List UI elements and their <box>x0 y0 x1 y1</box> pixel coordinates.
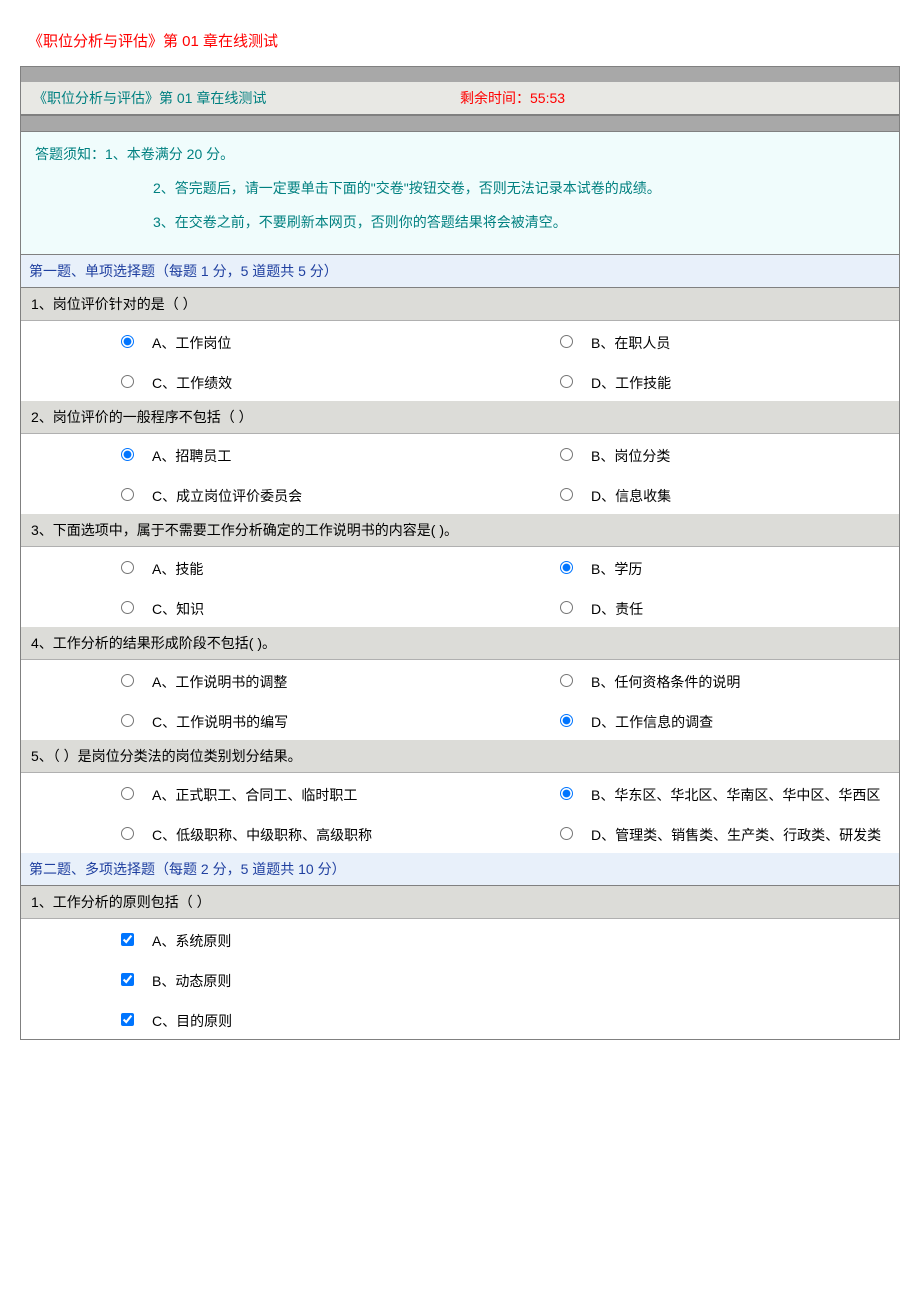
option-label: B、华东区、华北区、华南区、华中区、华西区 <box>591 781 880 805</box>
instruction-line: 2、答完题后，请一定要单击下面的"交卷"按钮交卷，否则无法记录本试卷的成绩。 <box>35 178 885 198</box>
option-label: A、技能 <box>152 555 203 579</box>
page-title: 《职位分析与评估》第 01 章在线测试 <box>20 20 900 66</box>
radio-q5-a[interactable] <box>121 787 134 800</box>
option-label: B、学历 <box>591 555 642 579</box>
radio-q5-b[interactable] <box>560 787 573 800</box>
instruction-line: 3、在交卷之前，不要刷新本网页，否则你的答题结果将会被清空。 <box>35 212 885 232</box>
radio-q4-b[interactable] <box>560 674 573 687</box>
question-title: 1、工作分析的原则包括（ ） <box>21 886 899 919</box>
radio-q5-c[interactable] <box>121 827 134 840</box>
option-label: A、工作说明书的调整 <box>152 668 287 692</box>
option-label: B、任何资格条件的说明 <box>591 668 740 692</box>
header-timer: 剩余时间：55:53 <box>460 88 887 108</box>
option-label: C、目的原则 <box>152 1007 232 1031</box>
question-title: 3、下面选项中，属于不需要工作分析确定的工作说明书的内容是( )。 <box>21 514 899 547</box>
top-spacer <box>20 66 900 82</box>
option-label: D、信息收集 <box>591 482 671 506</box>
radio-q3-a[interactable] <box>121 561 134 574</box>
option-label: C、低级职称、中级职称、高级职称 <box>152 821 372 845</box>
radio-q2-a[interactable] <box>121 448 134 461</box>
option-label: C、成立岗位评价委员会 <box>152 482 302 506</box>
option-label: D、管理类、销售类、生产类、行政类、研发类 <box>591 821 881 845</box>
radio-q3-c[interactable] <box>121 601 134 614</box>
radio-q1-b[interactable] <box>560 335 573 348</box>
checkbox-s2q1-b[interactable] <box>121 973 134 986</box>
option-label: C、工作说明书的编写 <box>152 708 288 732</box>
radio-q1-a[interactable] <box>121 335 134 348</box>
option-label: B、在职人员 <box>591 329 670 353</box>
radio-q5-d[interactable] <box>560 827 573 840</box>
section1-header: 第一题、单项选择题（每题 1 分，5 道题共 5 分） <box>21 255 899 288</box>
header-bar: 《职位分析与评估》第 01 章在线测试 剩余时间：55:53 <box>20 82 900 115</box>
radio-q4-d[interactable] <box>560 714 573 727</box>
radio-q3-b[interactable] <box>560 561 573 574</box>
option-label: A、正式职工、合同工、临时职工 <box>152 781 357 805</box>
radio-q2-c[interactable] <box>121 488 134 501</box>
radio-q1-c[interactable] <box>121 375 134 388</box>
radio-q2-b[interactable] <box>560 448 573 461</box>
option-label: D、责任 <box>591 595 643 619</box>
option-label: B、动态原则 <box>152 967 231 991</box>
option-label: D、工作信息的调查 <box>591 708 713 732</box>
header-title: 《职位分析与评估》第 01 章在线测试 <box>33 88 460 108</box>
radio-q3-d[interactable] <box>560 601 573 614</box>
option-label: A、工作岗位 <box>152 329 231 353</box>
option-label: C、知识 <box>152 595 204 619</box>
option-label: C、工作绩效 <box>152 369 232 393</box>
checkbox-s2q1-c[interactable] <box>121 1013 134 1026</box>
option-label: A、系统原则 <box>152 927 231 951</box>
option-label: D、工作技能 <box>591 369 671 393</box>
option-label: A、招聘员工 <box>152 442 231 466</box>
question-title: 5、（ ）是岗位分类法的岗位类别划分结果。 <box>21 740 899 773</box>
question-title: 1、岗位评价针对的是（ ） <box>21 288 899 321</box>
instructions-box: 答题须知：1、本卷满分 20 分。 2、答完题后，请一定要单击下面的"交卷"按钮… <box>21 131 899 255</box>
question-title: 4、工作分析的结果形成阶段不包括( )。 <box>21 627 899 660</box>
question-title: 2、岗位评价的一般程序不包括（ ） <box>21 401 899 434</box>
section2-header: 第二题、多项选择题（每题 2 分，5 道题共 10 分） <box>21 853 899 886</box>
radio-q4-a[interactable] <box>121 674 134 687</box>
mid-spacer <box>20 115 900 131</box>
instruction-line: 答题须知：1、本卷满分 20 分。 <box>35 144 885 164</box>
option-label: B、岗位分类 <box>591 442 670 466</box>
radio-q4-c[interactable] <box>121 714 134 727</box>
radio-q2-d[interactable] <box>560 488 573 501</box>
radio-q1-d[interactable] <box>560 375 573 388</box>
checkbox-s2q1-a[interactable] <box>121 933 134 946</box>
